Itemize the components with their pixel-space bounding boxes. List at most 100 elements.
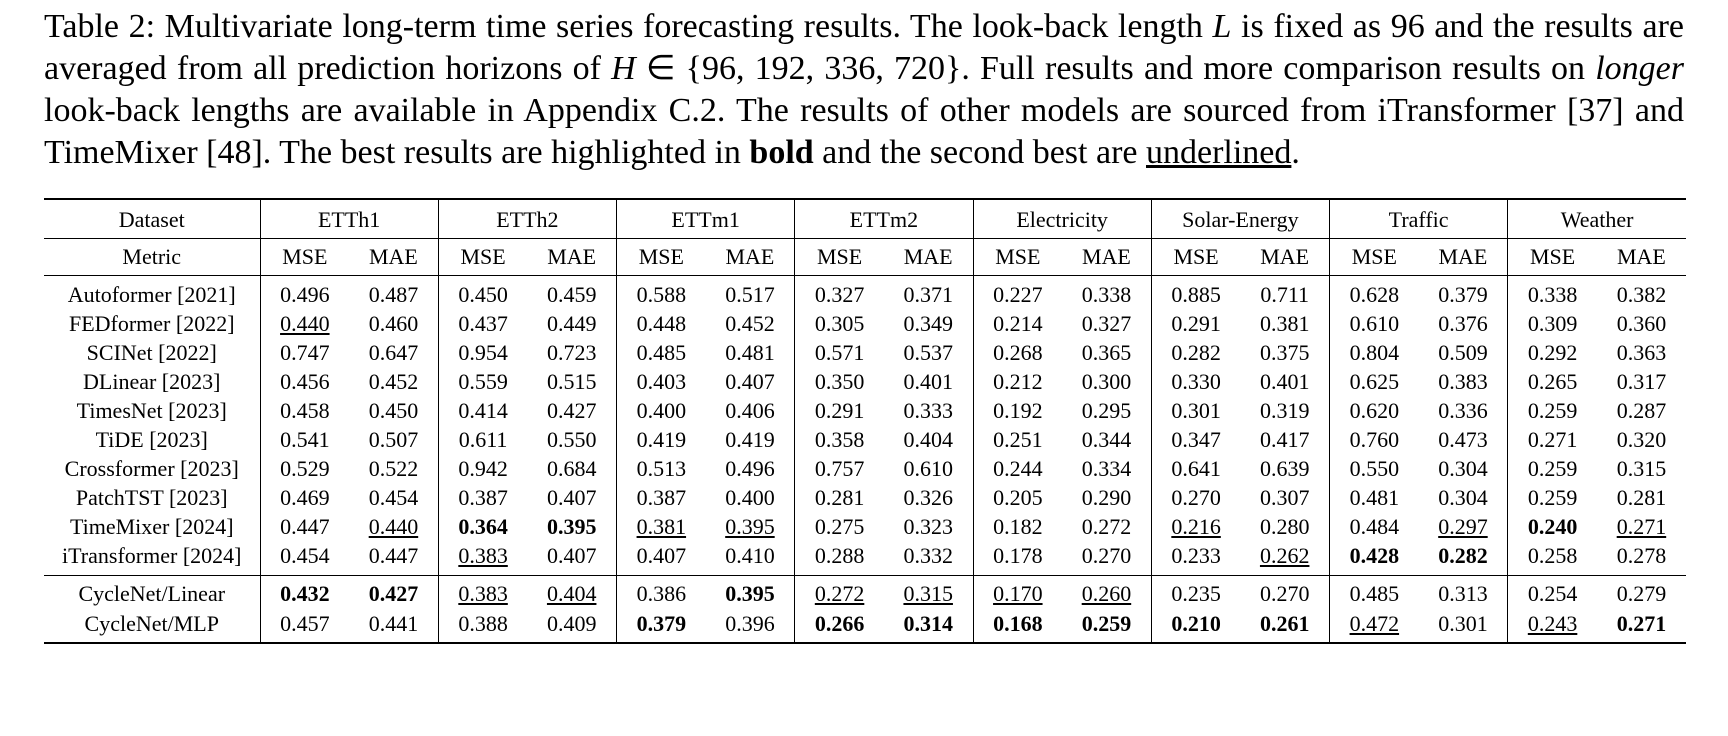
baseline-results-body: Autoformer [2021] 0.496 0.487 0.450 0.459 0.5… <box>44 275 1686 576</box>
metric-value: 0.942 <box>437 454 528 484</box>
metric-value: 0.300 <box>1081 369 1132 394</box>
metric-value: 0.271 <box>1616 514 1667 539</box>
metric-value: 0.481 <box>1328 483 1419 513</box>
metric-value: 0.279 <box>1616 581 1667 606</box>
metric-value: 0.407 <box>615 541 706 576</box>
metric-value: 0.610 <box>903 456 953 481</box>
metric-value: 0.275 <box>794 512 884 542</box>
metric-value: 0.383 <box>1438 369 1488 394</box>
metric-value: 0.760 <box>1328 425 1419 455</box>
metric-value: 0.400 <box>725 485 775 510</box>
metric-value: 0.333 <box>903 398 953 423</box>
metric-value: 0.401 <box>1259 369 1310 394</box>
table-row: CycleNet/MLP 0.457 0.441 0.388 0.409 0.379 0.3… <box>44 609 1686 643</box>
metric-value: 0.282 <box>1150 338 1241 368</box>
metric-value: 0.304 <box>1438 456 1488 481</box>
table-row: PatchTST [2023] 0.469 0.454 0.387 0.407 0.387… <box>44 483 1686 513</box>
metric-label: MSE <box>615 238 706 276</box>
metric-value: 0.381 <box>1259 311 1310 336</box>
metric-value: 0.409 <box>546 611 597 636</box>
metric-header-cell: Metric <box>44 238 260 276</box>
metric-value: 0.349 <box>903 311 953 336</box>
metric-value: 0.383 <box>437 541 528 576</box>
metric-value: 0.281 <box>794 483 884 513</box>
metric-value: 0.240 <box>1507 512 1597 542</box>
caption-segment: bold <box>749 134 814 171</box>
metric-value: 0.588 <box>615 275 706 310</box>
metric-value: 0.440 <box>368 514 419 539</box>
metric-value: 0.395 <box>546 514 597 539</box>
metric-value: 0.216 <box>1150 512 1241 542</box>
metric-value: 0.395 <box>725 581 775 606</box>
metric-value: 0.625 <box>1328 367 1419 397</box>
caption-segment: . <box>1291 134 1300 171</box>
metric-value: 0.258 <box>1507 541 1597 576</box>
metric-value: 0.410 <box>725 543 775 568</box>
metric-value: 0.266 <box>794 609 884 643</box>
metric-value: 0.441 <box>368 611 419 636</box>
caption-segment: L <box>1212 8 1232 45</box>
metric-value: 0.271 <box>1616 611 1667 636</box>
metric-value: 0.407 <box>546 485 597 510</box>
metric-value: 0.271 <box>1507 425 1597 455</box>
metric-value: 0.400 <box>615 396 706 426</box>
metric-value: 0.448 <box>615 309 706 339</box>
caption-segment: underlined <box>1146 134 1292 171</box>
metric-value: 0.517 <box>725 282 775 307</box>
metric-value: 0.484 <box>1328 512 1419 542</box>
metric-value: 0.291 <box>1150 309 1241 339</box>
caption-segment: Table 2: Multivariate long-term time ser… <box>44 8 1213 45</box>
caption-segment: ∈ {96, 192, 336, 720}. Full results and … <box>635 50 1596 87</box>
metric-value: 0.454 <box>368 485 419 510</box>
metric-value: 0.381 <box>615 512 706 542</box>
metric-value: 0.270 <box>1081 543 1132 568</box>
model-name: iTransformer [2024] <box>62 543 242 568</box>
metric-value: 0.295 <box>1081 398 1132 423</box>
caption-segment: is fixed as 96 and the results are avera… <box>44 8 1685 87</box>
metric-value: 0.262 <box>1259 543 1310 568</box>
metric-label: MAE <box>1418 238 1508 276</box>
metric-value: 0.885 <box>1150 275 1241 310</box>
metric-value: 0.481 <box>725 340 775 365</box>
metric-value: 0.711 <box>1260 282 1310 307</box>
metric-value: 0.450 <box>437 275 528 310</box>
metric-value: 0.270 <box>1150 483 1241 513</box>
metric-value: 0.205 <box>972 483 1063 513</box>
metric-value: 0.460 <box>368 311 419 336</box>
metric-value: 0.168 <box>972 609 1063 643</box>
metric-value: 0.437 <box>437 309 528 339</box>
metric-value: 0.317 <box>1616 369 1667 394</box>
metric-value: 0.210 <box>1150 609 1241 643</box>
metric-value: 0.432 <box>259 575 350 609</box>
metric-value: 0.319 <box>1259 398 1310 423</box>
metric-value: 0.307 <box>1259 485 1310 510</box>
metric-value: 0.419 <box>615 425 706 455</box>
metric-value: 0.684 <box>546 456 597 481</box>
metric-value: 0.363 <box>1616 340 1667 365</box>
cyclenet-results-body: CycleNet/Linear 0.432 0.427 0.383 0.404 0.386… <box>44 575 1686 643</box>
metric-value: 0.537 <box>903 340 953 365</box>
metric-value: 0.365 <box>1081 340 1132 365</box>
metric-value: 0.259 <box>1507 396 1597 426</box>
metric-value: 0.404 <box>903 427 953 452</box>
metric-value: 0.243 <box>1507 609 1597 643</box>
metric-value: 0.376 <box>1438 311 1488 336</box>
dataset-group-label: Traffic <box>1328 199 1508 239</box>
metric-value: 0.458 <box>259 396 350 426</box>
metric-value: 0.452 <box>725 311 775 336</box>
metric-value: 0.723 <box>546 340 597 365</box>
metric-value: 0.170 <box>972 575 1063 609</box>
dataset-group-label: ETTh1 <box>259 199 439 239</box>
table-row: CycleNet/Linear 0.432 0.427 0.383 0.404 0.386… <box>44 575 1686 609</box>
metric-value: 0.386 <box>615 575 706 609</box>
caption-segment: H <box>611 50 636 87</box>
metric-value: 0.212 <box>972 367 1063 397</box>
table-header: Dataset ETTh1 ETTh2 ETTm1 ETTm2 Electricity S… <box>44 199 1686 276</box>
metric-value: 0.272 <box>1081 514 1132 539</box>
metric-value: 0.309 <box>1507 309 1597 339</box>
metric-value: 0.404 <box>546 581 597 606</box>
metric-value: 0.407 <box>725 369 775 394</box>
metric-value: 0.304 <box>1438 485 1488 510</box>
metric-value: 0.513 <box>615 454 706 484</box>
metric-value: 0.338 <box>1507 275 1597 310</box>
